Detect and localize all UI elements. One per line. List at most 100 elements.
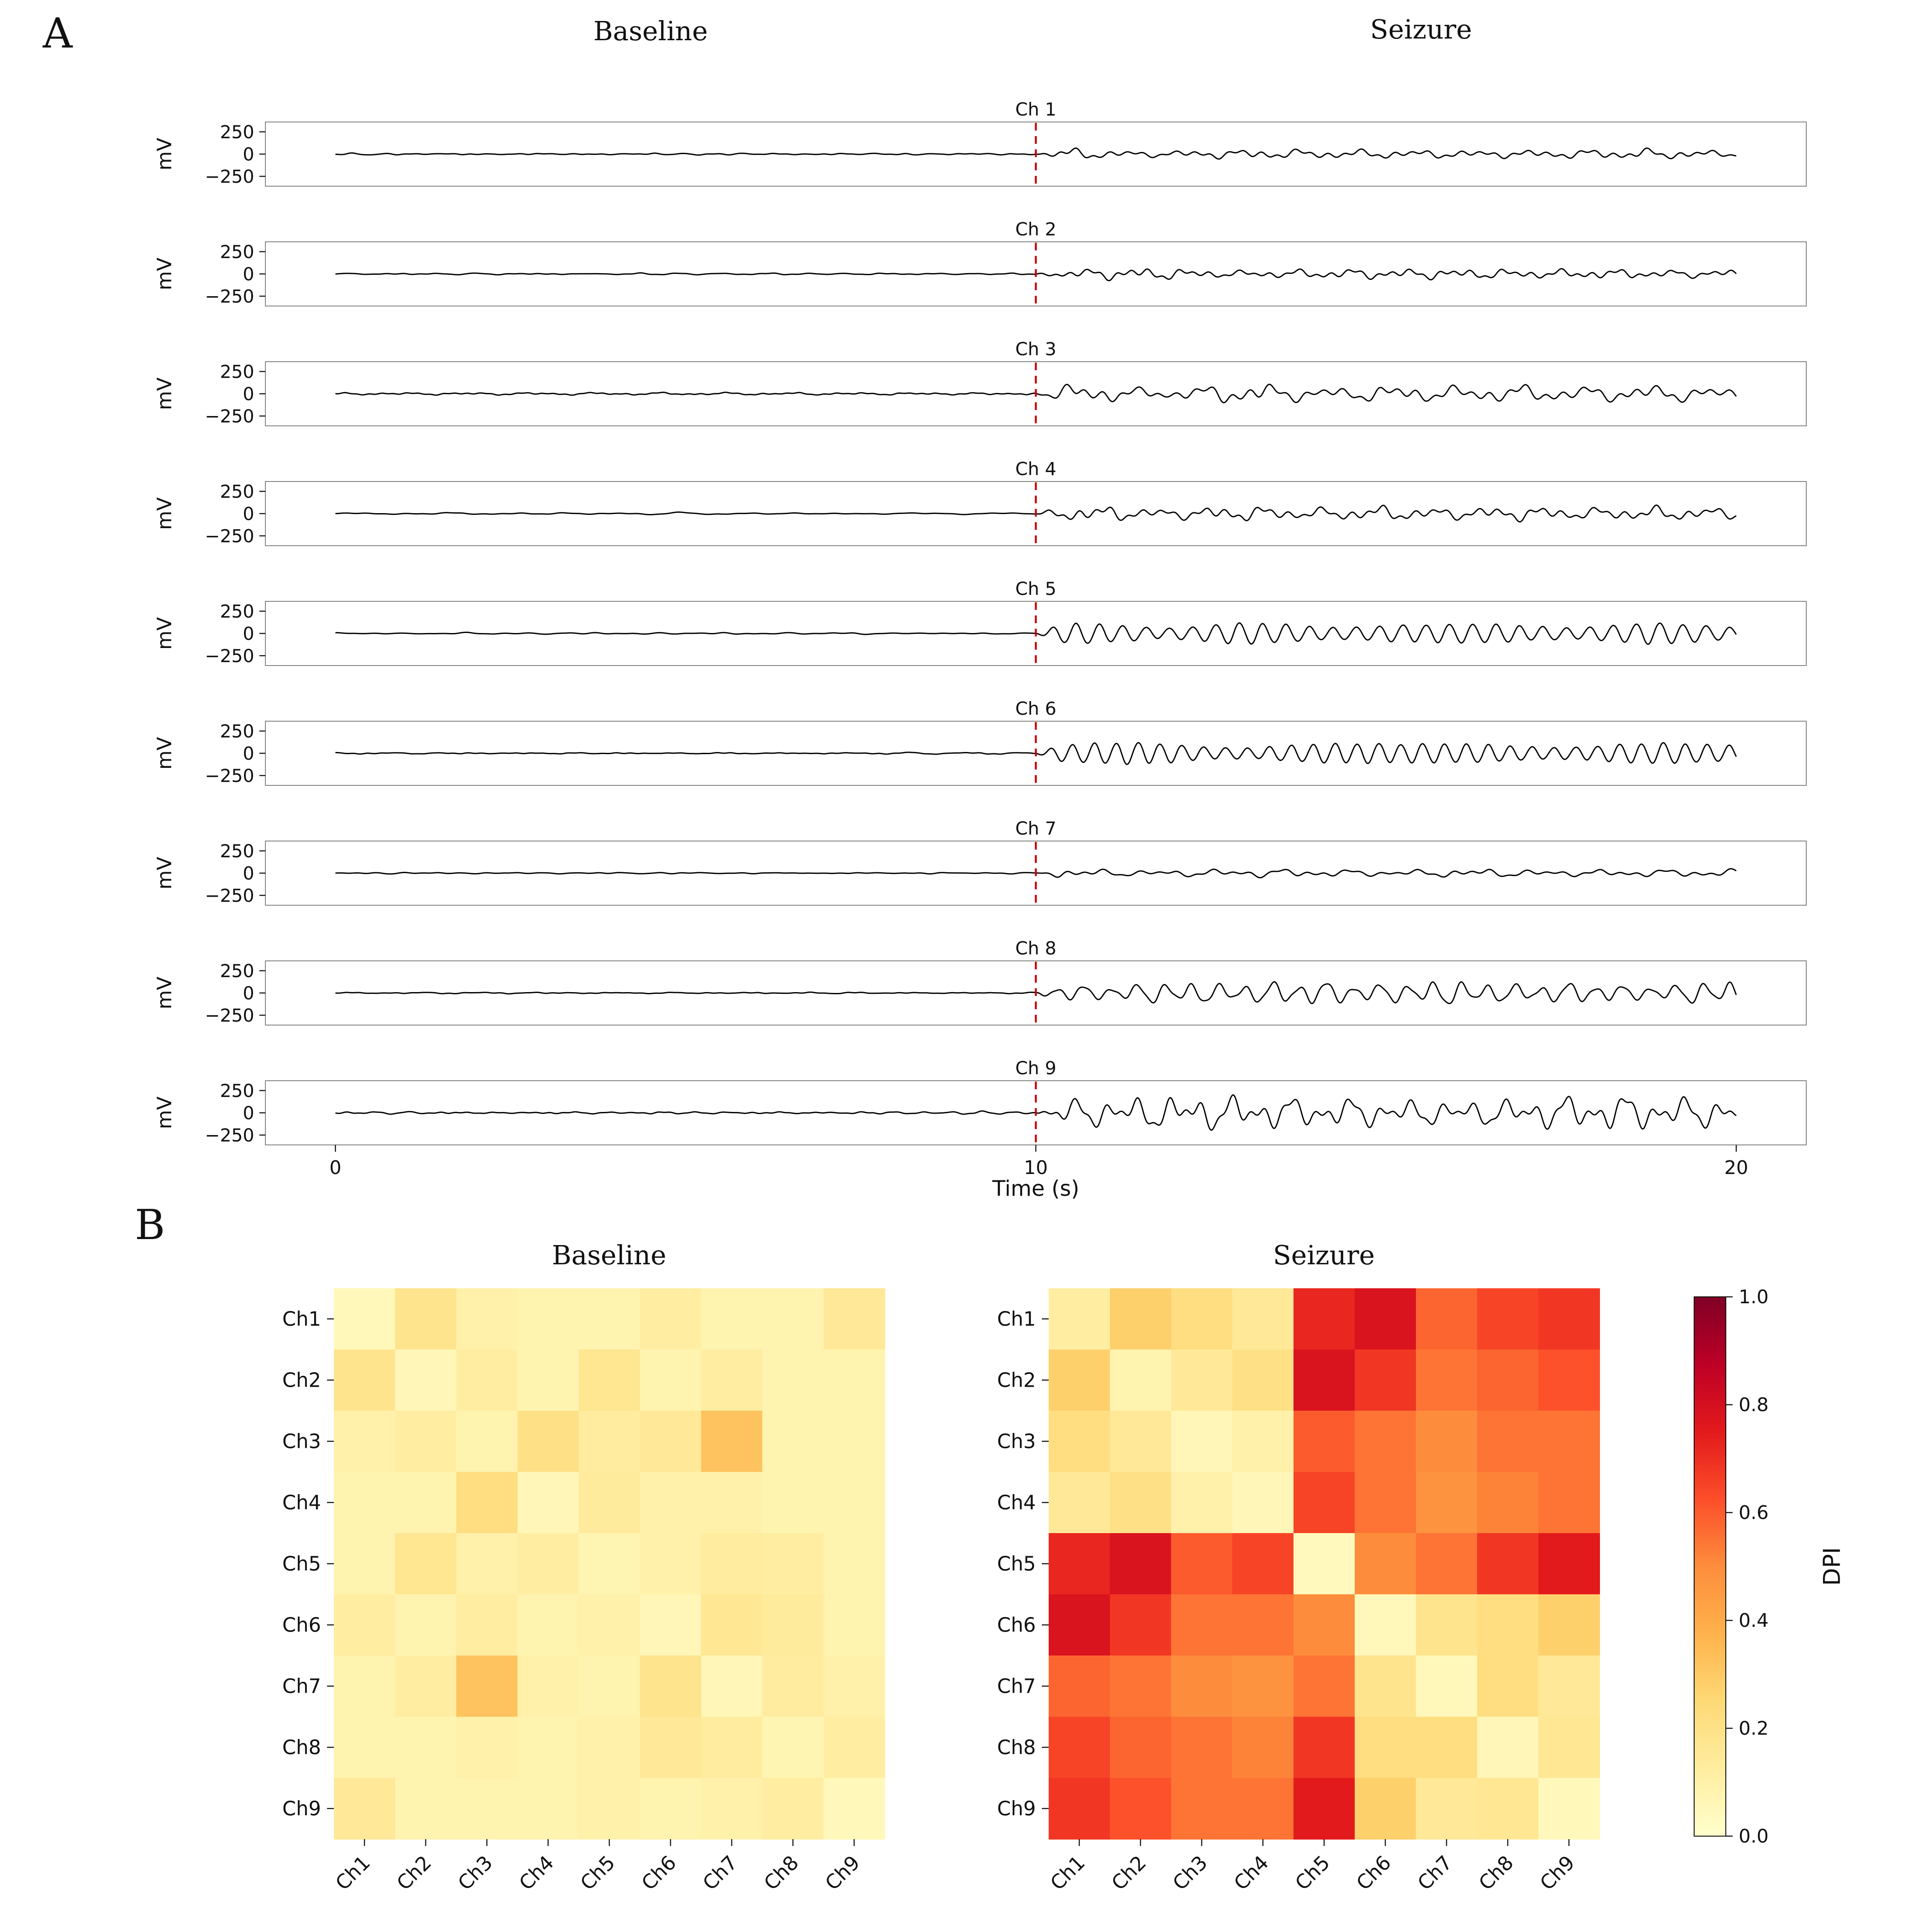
col-label: Ch2 (392, 1851, 436, 1895)
heatmap-cell (1416, 1656, 1478, 1717)
y-tick-label: 250 (220, 841, 254, 862)
heatmap-cell (1416, 1288, 1478, 1350)
panel-a-baseline-title: Baseline (593, 15, 708, 47)
heatmap-seizure: Ch1 Ch2 Ch3 Ch4 Ch5 Ch6 Ch7 Ch8 Ch9 Ch1 Ch2 Ch3 Ch4 C… (997, 1288, 1600, 1895)
heatmap-cell (1477, 1472, 1539, 1534)
heatmap-cell (1171, 1778, 1233, 1840)
heatmap-cell (762, 1472, 824, 1534)
heatmap-cell (1232, 1717, 1294, 1778)
heatmap-cell (1049, 1533, 1110, 1595)
heatmap-cell (1110, 1472, 1172, 1534)
heatmap-cell (701, 1533, 763, 1595)
heatmap-cell (701, 1594, 763, 1656)
heatmap-cell (1416, 1778, 1478, 1840)
heatmap-cell (824, 1288, 885, 1350)
heatmap-cell (517, 1717, 579, 1778)
heatmap-cell (1355, 1349, 1416, 1411)
y-tick-label: 0 (243, 983, 254, 1004)
y-axis-label: mV (153, 1096, 176, 1129)
row-label: Ch8 (997, 1736, 1036, 1759)
row-label: Ch4 (997, 1491, 1036, 1514)
heatmap-cell (1171, 1288, 1233, 1350)
heatmap-cell (1355, 1411, 1416, 1472)
heatmap-cell (1416, 1533, 1478, 1595)
heatmap-cell (762, 1778, 824, 1840)
heatmap-cell (1355, 1778, 1416, 1840)
heatmap-cell (1110, 1656, 1172, 1717)
row-label: Ch9 (997, 1797, 1036, 1820)
heatmap-cell (640, 1472, 702, 1534)
heatmap-cell (456, 1533, 518, 1595)
heatmap-cell (517, 1533, 579, 1595)
row-label: Ch7 (997, 1675, 1036, 1698)
heatmap-cell (1110, 1533, 1172, 1595)
heatmap-cell (1171, 1472, 1233, 1534)
x-tick-label: 0 (330, 1157, 342, 1179)
heatmap-cell (762, 1349, 824, 1411)
heatmap-cell (1538, 1594, 1600, 1656)
channel-title: Ch 8 (1015, 938, 1056, 959)
colorbar-label: DPI (1818, 1547, 1846, 1586)
heatmap-cell (1294, 1594, 1355, 1656)
heatmap-cell (456, 1656, 518, 1717)
panel-b-label: B (135, 1201, 165, 1249)
heatmap-cell (1355, 1533, 1416, 1595)
heatmap-cell (1232, 1594, 1294, 1656)
heatmap-cell (456, 1594, 518, 1656)
y-axis-label: mV (153, 377, 176, 410)
heatmap-cell (1477, 1533, 1539, 1595)
heatmap-cell (334, 1288, 395, 1350)
heatmap-cell (1538, 1411, 1600, 1472)
heatmap-cell (579, 1778, 640, 1840)
heatmap-cell (762, 1288, 824, 1350)
heatmap-cell (1355, 1656, 1416, 1717)
row-label: Ch9 (282, 1797, 321, 1820)
y-tick-label: 250 (220, 122, 254, 143)
heatmap-cell (1538, 1533, 1600, 1595)
heatmap-cell (762, 1717, 824, 1778)
heatmap-cell (824, 1717, 885, 1778)
heatmap-cell (762, 1594, 824, 1656)
heatmap-cell (517, 1349, 579, 1411)
heatmap-cell (1416, 1349, 1478, 1411)
heatmap-cell (701, 1411, 763, 1472)
heatmap-cell (579, 1533, 640, 1595)
channel-title: Ch 9 (1015, 1058, 1056, 1079)
y-tick-label: −250 (205, 526, 254, 547)
heatmap-cell (640, 1778, 702, 1840)
heatmap-cell (1355, 1717, 1416, 1778)
heatmap-cell (517, 1472, 579, 1534)
col-label: Ch6 (1352, 1851, 1395, 1895)
heatmap-cell (701, 1288, 763, 1350)
y-tick-label: −250 (205, 286, 254, 307)
col-label: Ch2 (1107, 1851, 1151, 1895)
heatmap-cell (640, 1411, 702, 1472)
col-label: Ch5 (576, 1851, 619, 1895)
y-tick-label: 0 (243, 1103, 254, 1124)
heatmap-cell (1232, 1533, 1294, 1595)
heatmap-cell (1294, 1288, 1355, 1350)
col-label: Ch3 (453, 1851, 497, 1895)
heatmap-cell (1294, 1411, 1355, 1472)
heatmap-cell (701, 1349, 763, 1411)
y-tick-label: 250 (220, 241, 254, 262)
y-tick-label: −250 (205, 406, 254, 427)
heatmap-cell (1232, 1656, 1294, 1717)
heatmap-baseline: Ch1 Ch2 Ch3 Ch4 Ch5 Ch6 Ch7 Ch8 Ch9 Ch1 Ch2 Ch3 Ch4 C… (282, 1288, 885, 1895)
col-label: Ch7 (698, 1851, 742, 1895)
heatmap-cell (640, 1533, 702, 1595)
colorbar-tick-label: 0.4 (1739, 1610, 1769, 1632)
heatmap-cell (640, 1594, 702, 1656)
row-label: Ch2 (282, 1369, 321, 1392)
row-label: Ch1 (282, 1308, 321, 1331)
col-label: Ch4 (514, 1851, 558, 1895)
col-label: Ch1 (331, 1851, 375, 1895)
heatmap-cell (1294, 1472, 1355, 1534)
heatmap-cell (517, 1778, 579, 1840)
